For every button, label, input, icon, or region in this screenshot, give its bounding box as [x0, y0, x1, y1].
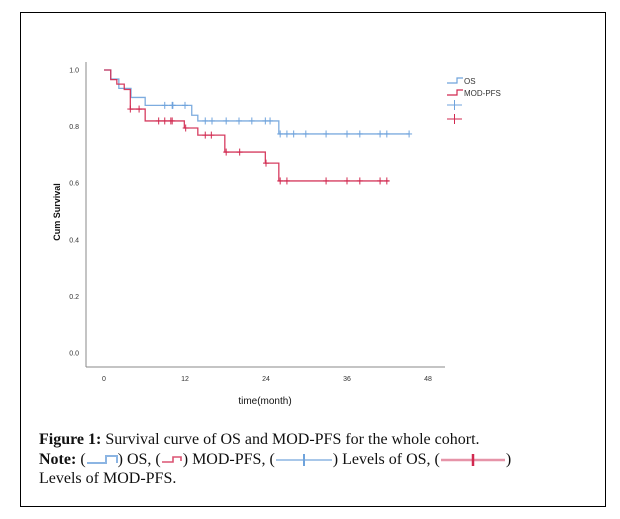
pfs-line-icon: [161, 456, 182, 463]
axes: [85, 62, 445, 368]
series-os: [104, 69, 413, 138]
os-note-text: ) OS, (: [117, 450, 161, 468]
figure-caption: Figure 1: Survival curve of OS and MOD-P…: [39, 430, 599, 489]
x-tick-label: 36: [343, 376, 351, 383]
x-axis-label: time(month): [238, 396, 291, 407]
legend: OS MOD-PFS: [447, 77, 501, 124]
y-tick-label: 0.8: [69, 124, 79, 131]
pfs-note-text: ) MOD-PFS, (: [182, 450, 275, 468]
x-tick-label: 12: [181, 376, 189, 383]
x-tick-label: 24: [262, 376, 270, 383]
series-group: [104, 69, 413, 185]
legend-os-swatch: [447, 77, 463, 84]
mod-pfs-survival-line: [104, 69, 389, 182]
legend-pfs-swatch: [447, 89, 463, 96]
y-tick-label: 0.2: [69, 294, 79, 301]
caption-line-3: Levels of MOD-PFS.: [39, 470, 177, 487]
survival-chart: 0.0 0.2 0.4 0.6 0.8 1.0 0 12 24 36 48 time(month)…: [52, 62, 501, 407]
x-ticks: 0 12 24 36 48: [102, 376, 432, 383]
legend-pfs-label: MOD-PFS: [464, 89, 501, 98]
x-tick-label: 48: [424, 376, 432, 383]
os-levels-text: ) Levels of OS, (: [332, 450, 440, 468]
caption-line-2: Note: ( ) OS, ( ) MOD-PFS, ( ) Levels of OS…: [39, 450, 599, 470]
legend-os-censor: [447, 100, 462, 110]
figure-frame: [20, 12, 606, 507]
figure-label: Figure 1:: [39, 431, 102, 448]
y-ticks: 0.0 0.2 0.4 0.6 0.8 1.0: [69, 68, 79, 358]
os-line-icon: [86, 454, 118, 464]
pfs-censor-icon: [440, 453, 505, 466]
note-label: Note:: [39, 450, 77, 468]
x-tick-label: 0: [102, 376, 106, 383]
os-survival-line: [104, 69, 410, 135]
figure-text: Survival curve of OS and MOD-PFS for the…: [101, 431, 480, 448]
legend-os-label: OS: [464, 77, 476, 86]
y-tick-label: 1.0: [69, 68, 79, 75]
pfs-levels-text: ): [505, 450, 512, 468]
legend-pfs-censor: [447, 114, 462, 124]
y-tick-label: 0.6: [69, 181, 79, 188]
y-tick-label: 0.0: [69, 351, 79, 358]
os-censor-icon: [275, 453, 332, 466]
caption-line-1: Figure 1: Survival curve of OS and MOD-P…: [39, 430, 599, 450]
y-tick-label: 0.4: [69, 237, 79, 244]
y-axis-label: Cum Survival: [52, 183, 62, 241]
paren-open-1: (: [76, 450, 86, 468]
series-mod-pfs: [104, 69, 390, 185]
